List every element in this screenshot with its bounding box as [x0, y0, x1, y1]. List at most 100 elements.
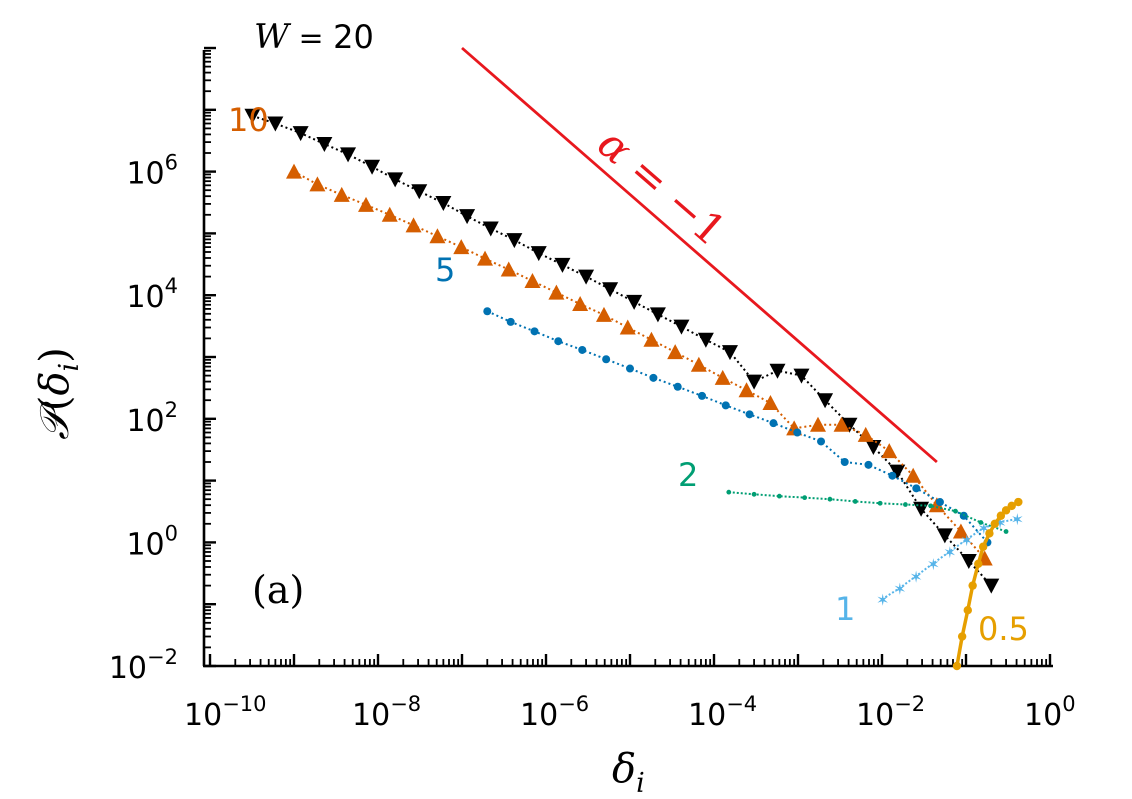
series-layer: ✶✶✶✶✶✶✶ ✶ ✶ — [244, 108, 1024, 671]
series-label-w20: W = 20 — [254, 17, 374, 57]
data-point — [721, 401, 730, 410]
data-point — [477, 250, 494, 266]
data-point — [482, 221, 499, 237]
data-point — [952, 523, 969, 539]
data-point — [974, 559, 983, 569]
data-point — [985, 529, 994, 538]
data-point — [983, 578, 1000, 594]
data-point — [721, 345, 738, 361]
data-point: ✶ — [1011, 510, 1024, 529]
data-point — [429, 228, 446, 244]
x-tick-label: 10−6 — [520, 692, 589, 733]
data-point — [292, 126, 309, 142]
series-label-5: 5 — [435, 251, 455, 289]
y-tick-label: 102 — [126, 398, 178, 439]
data-point — [626, 364, 634, 373]
data-point — [626, 294, 643, 310]
data-point — [619, 319, 636, 335]
data-point — [960, 554, 977, 570]
data-point — [453, 239, 470, 255]
series-label-1: 1 — [835, 590, 855, 628]
data-point — [548, 284, 565, 300]
series-line — [293, 170, 986, 560]
data-point: ✶ — [927, 555, 940, 574]
data-point — [1001, 506, 1011, 515]
data-point — [865, 439, 882, 455]
data-point — [667, 344, 684, 360]
data-point — [996, 511, 1006, 520]
data-point — [769, 363, 786, 379]
data-point — [833, 416, 850, 432]
data-point — [697, 332, 714, 348]
data-point: ✶ — [909, 568, 922, 587]
data-point — [793, 428, 802, 437]
minor-ticks — [204, 49, 1048, 666]
data-point — [506, 317, 515, 326]
data-point — [978, 520, 984, 525]
data-point — [817, 393, 834, 409]
x-tick-label: 10−4 — [688, 692, 757, 733]
y-tick-label: 10−2 — [109, 645, 178, 686]
data-point — [381, 206, 398, 222]
data-point — [912, 484, 921, 493]
data-point — [809, 416, 826, 432]
data-point: ✶ — [943, 543, 956, 562]
major-ticks — [204, 46, 1052, 668]
data-point — [673, 382, 682, 391]
data-point — [602, 355, 611, 364]
data-point — [968, 581, 977, 590]
y-axis-label: 𝒫(δi) — [32, 347, 85, 440]
data-point — [340, 147, 357, 163]
data-point — [857, 426, 874, 442]
data-point — [524, 272, 541, 288]
data-point — [903, 502, 908, 507]
x-tick-labels: 10−10 10−8 10−6 10−4 10−2 100 — [184, 692, 1076, 733]
x-tick-label: 10−10 — [184, 692, 267, 733]
data-point — [578, 269, 595, 285]
data-point — [841, 417, 858, 433]
data-point — [500, 261, 517, 277]
data-point — [333, 186, 350, 202]
data-point — [714, 369, 731, 385]
data-point — [888, 471, 897, 480]
panel-label: (a) — [252, 568, 304, 612]
data-point — [936, 528, 953, 544]
data-point — [1007, 501, 1016, 511]
x-tick-label: 100 — [1024, 692, 1076, 733]
data-point — [649, 373, 658, 382]
x-tick-label: 10−8 — [352, 692, 421, 733]
data-point — [802, 495, 808, 501]
data-point — [405, 217, 422, 233]
data-point — [928, 503, 934, 509]
data-point — [990, 519, 999, 528]
data-point — [762, 395, 779, 411]
data-point — [387, 172, 404, 188]
data-point — [572, 296, 589, 312]
data-point — [852, 499, 858, 504]
data-point — [726, 489, 732, 495]
data-point — [673, 319, 690, 335]
data-point — [935, 498, 944, 507]
data-point — [358, 196, 375, 212]
data-point — [649, 307, 666, 323]
data-point: ✶ — [960, 531, 973, 550]
data-point — [840, 457, 849, 466]
series-line — [252, 114, 993, 587]
data-point — [963, 605, 972, 615]
y-tick-label: 104 — [126, 274, 178, 315]
data-point — [286, 163, 302, 179]
data-point — [905, 467, 922, 483]
data-point — [776, 493, 782, 499]
data-point — [1014, 497, 1023, 507]
data-point — [309, 176, 326, 192]
data-point — [698, 391, 707, 400]
series-label-2: 2 — [678, 456, 698, 494]
data-point — [530, 327, 539, 336]
data-point — [751, 491, 757, 497]
x-axis-label: δi — [612, 746, 645, 799]
data-point — [411, 184, 428, 200]
y-tick-labels: 10−2 100 102 104 106 — [109, 151, 178, 686]
data-point — [643, 331, 660, 347]
data-point — [745, 410, 754, 419]
